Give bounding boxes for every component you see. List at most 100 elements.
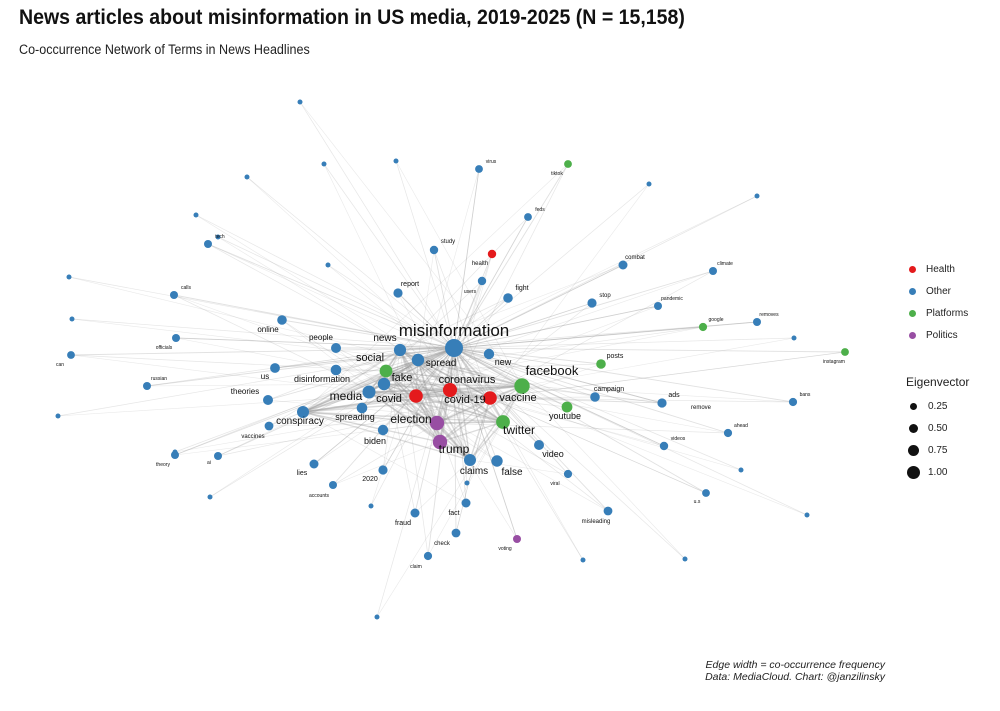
network-label-russian: russian xyxy=(151,376,167,382)
network-edge xyxy=(385,370,416,514)
network-label-posts: posts xyxy=(607,353,624,360)
network-edge xyxy=(455,397,491,534)
network-edge xyxy=(453,337,795,349)
network-node-peripheral xyxy=(368,503,374,509)
network-edge xyxy=(397,292,451,391)
network-node-trump xyxy=(432,434,448,450)
network-edge xyxy=(146,383,385,387)
legend-swatch-other xyxy=(909,287,916,295)
network-node-news xyxy=(393,343,407,357)
network-node-peripheral xyxy=(55,413,61,419)
network-edge xyxy=(327,264,491,399)
network-node-2020 xyxy=(378,465,388,475)
network-label-election: election xyxy=(390,412,431,426)
size-legend-entry-075: 0.75 xyxy=(908,443,947,457)
network-edge xyxy=(489,351,846,399)
network-edge xyxy=(469,459,569,475)
network-edge xyxy=(268,349,401,427)
network-edge xyxy=(453,347,518,540)
legend-swatch-politics xyxy=(909,331,916,339)
network-edge xyxy=(466,385,523,484)
network-edge xyxy=(489,397,540,446)
network-edge xyxy=(368,391,471,461)
network-edge xyxy=(385,370,451,391)
network-edge xyxy=(382,347,455,431)
network-edge xyxy=(453,347,568,408)
network-label-fight: fight xyxy=(515,285,528,292)
network-edge xyxy=(427,347,455,557)
network-node-covid-19 xyxy=(443,383,457,397)
network-label-campaign: campaign xyxy=(594,386,624,393)
network-edge xyxy=(274,349,401,369)
network-node-remove xyxy=(657,398,667,408)
network-edge xyxy=(414,347,455,514)
network-node-health xyxy=(487,249,497,259)
network-node-peripheral xyxy=(464,480,470,486)
network-edge xyxy=(453,305,659,349)
network-edge xyxy=(217,347,455,457)
network-node-climate xyxy=(709,267,717,275)
network-edge xyxy=(57,347,455,417)
network-edge xyxy=(449,389,504,423)
size-swatch-075 xyxy=(908,444,919,456)
network-label-accounts: accounts xyxy=(309,493,330,499)
network-node-fight xyxy=(503,293,513,303)
network-edge xyxy=(417,249,435,361)
network-edge xyxy=(385,280,483,372)
network-edge xyxy=(415,305,659,397)
network-label-viral: viral xyxy=(550,481,559,487)
network-edge xyxy=(453,163,569,349)
network-edge xyxy=(415,395,504,423)
network-label-report: report xyxy=(401,281,419,288)
network-edge xyxy=(382,349,401,471)
network-edge xyxy=(436,422,729,434)
network-node-biden xyxy=(377,424,389,436)
network-node-vaccine xyxy=(483,391,497,405)
network-edge xyxy=(453,347,602,365)
network-node-fraud xyxy=(410,508,420,518)
network-edge xyxy=(449,389,471,461)
network-edge xyxy=(173,294,455,349)
network-label-coronavirus: coronavirus xyxy=(439,374,496,386)
network-label-voting: voting xyxy=(498,546,512,552)
network-edge xyxy=(385,370,451,391)
legend-label-other: Other xyxy=(926,285,952,297)
network-edge xyxy=(174,347,455,453)
network-node-can xyxy=(67,351,75,359)
size-legend-entry-025: 0.25 xyxy=(910,399,947,413)
network-edge xyxy=(174,397,491,453)
network-edge xyxy=(453,216,529,349)
network-node-pandemic xyxy=(654,302,662,310)
network-edge xyxy=(302,359,419,413)
network-edge xyxy=(174,370,387,456)
network-node-spreading xyxy=(356,402,368,414)
network-edge xyxy=(382,422,438,431)
network-edge xyxy=(302,411,471,461)
network-edge xyxy=(453,347,665,447)
network-node-ai xyxy=(214,452,222,460)
network-edge xyxy=(385,370,491,399)
network-edge xyxy=(521,385,568,408)
network-edge xyxy=(455,397,491,534)
network-edge xyxy=(521,337,795,387)
network-edge xyxy=(453,347,808,516)
network-edge xyxy=(383,383,438,424)
network-node-peripheral xyxy=(580,557,586,563)
network-edge xyxy=(217,236,419,361)
network-label-news: news xyxy=(373,333,396,344)
network-edge xyxy=(385,370,471,461)
network-edge xyxy=(489,397,707,494)
network-label-u-s: u.s xyxy=(694,499,701,505)
network-node-removes xyxy=(753,318,761,326)
network-label-claim: claim xyxy=(410,564,422,570)
network-edge xyxy=(436,397,491,424)
network-edge xyxy=(453,347,584,561)
network-label-users: users xyxy=(464,289,477,295)
legend-swatch-health xyxy=(909,265,916,273)
network-edge xyxy=(281,319,455,349)
network-edge xyxy=(417,359,451,391)
legend-label-platforms: Platforms xyxy=(926,307,969,319)
network-edge xyxy=(385,370,441,443)
network-label-health: health xyxy=(472,261,488,267)
network-node-google xyxy=(698,322,708,332)
